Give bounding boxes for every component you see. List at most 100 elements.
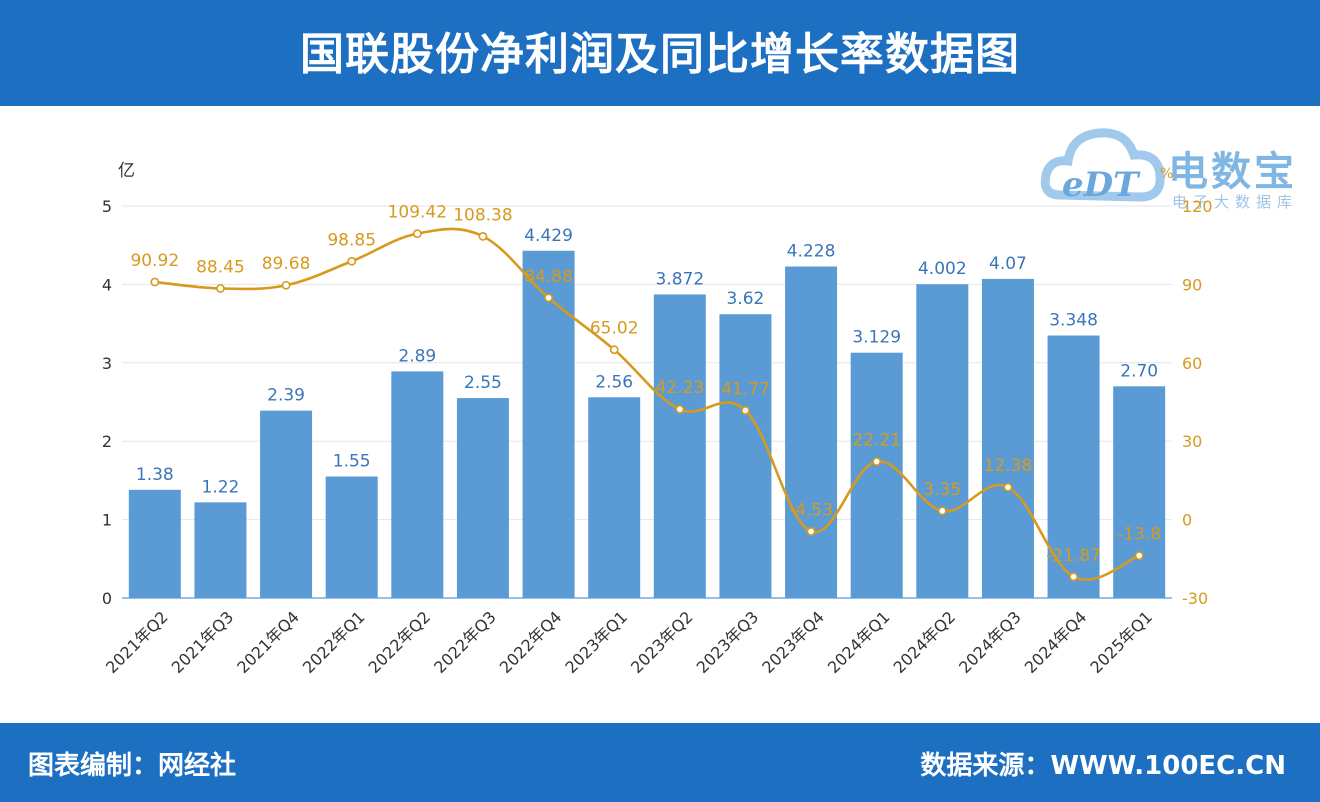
bar-value-label: 4.228	[787, 242, 836, 262]
line-point	[150, 277, 160, 287]
bar	[1047, 335, 1100, 598]
line-value-label: 65.02	[590, 319, 639, 339]
x-tick-label: 2024年Q3	[955, 607, 1025, 677]
bar-value-label: 2.56	[595, 372, 633, 392]
y-tick-label: 5	[102, 197, 112, 216]
data-source: 数据来源：WWW.100EC.CN	[920, 751, 1286, 781]
x-tick-label: 2021年Q4	[233, 607, 303, 677]
x-tick-label: 2025年Q1	[1086, 607, 1156, 677]
bar-value-label: 2.55	[464, 373, 502, 393]
y-axis-unit: 亿	[118, 161, 135, 181]
line-point	[872, 457, 882, 466]
y2-tick-label: 0	[1182, 511, 1192, 530]
line-point	[347, 256, 357, 266]
x-tick-label: 2022年Q3	[430, 607, 500, 677]
y2-tick-label: 120	[1182, 197, 1213, 216]
bar-value-label: 4.07	[989, 254, 1027, 274]
x-tick-label: 2024年Q4	[1021, 607, 1091, 677]
line-point	[806, 527, 816, 536]
y-tick-label: 2	[102, 432, 112, 451]
line-value-label: 41.77	[721, 379, 770, 399]
bar	[128, 489, 181, 598]
line-value-label: 89.68	[262, 254, 311, 274]
bar-value-label: 2.39	[267, 386, 305, 406]
cloud-logo-icon	[1040, 128, 1165, 202]
line-point	[412, 229, 422, 239]
bar	[1113, 386, 1166, 598]
x-tick-label: 2021年Q3	[168, 607, 238, 677]
y2-tick-label: -30	[1182, 589, 1208, 608]
line-point	[281, 280, 291, 290]
line-point	[1069, 572, 1078, 582]
y-tick-label: 0	[102, 589, 112, 608]
bar-value-label: 3.348	[1049, 311, 1098, 331]
line-value-label: 90.92	[130, 251, 179, 271]
line-value-label: 84.88	[524, 267, 573, 287]
line-value-label: 3.35	[923, 480, 961, 500]
bar	[456, 398, 509, 598]
bar	[785, 266, 838, 598]
bar	[981, 278, 1034, 598]
bar-value-label: 3.129	[852, 328, 901, 348]
line-point	[741, 406, 750, 415]
line-point	[675, 404, 685, 414]
bar-value-label: 4.429	[524, 226, 573, 246]
title-bar: 国联股份净利润及同比增长率数据图	[0, 0, 1320, 106]
line-point	[609, 345, 619, 355]
line-value-label: 42.23	[655, 378, 704, 398]
bar-value-label: 3.872	[655, 269, 704, 289]
x-tick-label: 2023年Q1	[561, 607, 631, 677]
line-point	[478, 231, 488, 241]
bar	[522, 250, 575, 598]
chart-title: 国联股份净利润及同比增长率数据图	[300, 29, 1020, 80]
bar-value-label: 1.22	[202, 477, 240, 497]
bar	[260, 410, 313, 598]
bar-value-label: 4.002	[918, 259, 967, 279]
x-tick-label: 2022年Q2	[364, 607, 434, 677]
y2-axis-unit: %	[1160, 166, 1173, 182]
line-point	[216, 284, 225, 293]
y-tick-label: 1	[102, 511, 112, 530]
line-value-label: 12.38	[984, 456, 1033, 476]
x-tick-label: 2022年Q1	[299, 607, 369, 677]
bar	[653, 294, 706, 598]
bar-value-label: 1.55	[333, 451, 371, 471]
bar	[391, 371, 444, 598]
logo-name: 电数宝	[1168, 149, 1297, 195]
x-tick-label: 2021年Q2	[102, 607, 172, 677]
y2-tick-label: 90	[1182, 275, 1202, 294]
x-tick-label: 2023年Q4	[758, 607, 828, 677]
bar-value-label: 2.70	[1120, 361, 1158, 381]
chart-credit: 图表编制：网经社	[28, 751, 237, 781]
bar-value-label: 3.62	[727, 289, 765, 309]
line-point	[1003, 482, 1013, 492]
line-value-label: 22.21	[852, 431, 901, 451]
x-tick-label: 2024年Q2	[889, 607, 959, 677]
bar	[719, 314, 772, 598]
line-value-label: 98.85	[327, 230, 376, 250]
line-point	[1134, 551, 1144, 561]
line-value-label: -4.53	[789, 500, 833, 520]
footer-bar: 图表编制：网经社 数据来源：WWW.100EC.CN	[0, 723, 1320, 802]
watermark-logo: eDT 电数宝 电子大数据库	[1040, 115, 1310, 225]
logo-subtitle: 电子大数据库	[1172, 193, 1299, 211]
y2-tick-label: 30	[1182, 432, 1202, 451]
x-tick-label: 2023年Q2	[627, 607, 697, 677]
logo-edt: eDT	[1062, 165, 1139, 205]
line-point	[937, 506, 947, 516]
chart-area: 0 1 2 3 4 5 -30 0 30 60 90 120 亿% 1.38 1.22 2.39 1.55 2.8…	[0, 106, 1320, 723]
line-value-label: -21.87	[1046, 546, 1101, 566]
x-tick-label: 2022年Q4	[496, 607, 566, 677]
bar	[325, 476, 378, 598]
bar	[194, 502, 247, 598]
bar	[916, 284, 969, 598]
line-value-label: 88.45	[196, 257, 245, 277]
x-tick-label: 2023年Q3	[693, 607, 763, 677]
line-value-label: 108.38	[453, 205, 512, 225]
line-value-label: 109.42	[388, 203, 447, 223]
bar-value-label: 1.38	[136, 465, 174, 485]
y-tick-label: 3	[102, 354, 112, 373]
bar-value-label: 2.89	[398, 346, 436, 366]
y2-tick-label: 60	[1182, 354, 1202, 373]
x-tick-label: 2024年Q1	[824, 607, 894, 677]
